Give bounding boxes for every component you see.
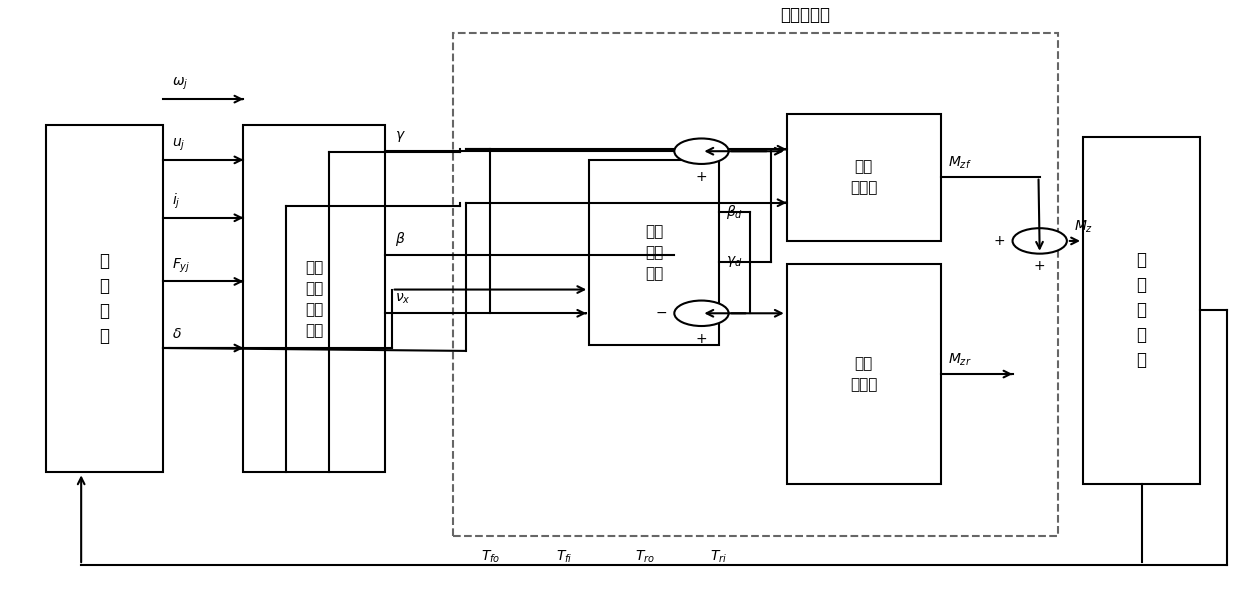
- Text: $\delta$: $\delta$: [172, 327, 182, 341]
- Bar: [454, 33, 1058, 536]
- Bar: [786, 264, 941, 484]
- Text: 车辆
参考
模型: 车辆 参考 模型: [645, 224, 663, 281]
- Text: $T_{fo}$: $T_{fo}$: [481, 548, 500, 564]
- Text: +: +: [696, 332, 707, 346]
- Text: 上层控制器: 上层控制器: [780, 6, 830, 24]
- Text: +: +: [993, 234, 1006, 248]
- Text: $T_{ri}$: $T_{ri}$: [711, 548, 728, 564]
- Circle shape: [1013, 228, 1066, 254]
- Text: $F_{yj}$: $F_{yj}$: [172, 256, 190, 274]
- Bar: [786, 113, 941, 241]
- Text: $M_{zf}$: $M_{zf}$: [949, 155, 972, 171]
- Text: $T_{ro}$: $T_{ro}$: [635, 548, 655, 564]
- Text: −: −: [655, 306, 667, 320]
- Text: $\nu_x$: $\nu_x$: [396, 292, 410, 306]
- Text: $u_j$: $u_j$: [172, 137, 186, 153]
- Text: $T_{fi}$: $T_{fi}$: [557, 548, 573, 564]
- Text: −: −: [655, 144, 667, 158]
- Bar: [589, 160, 719, 345]
- Text: $\beta$: $\beta$: [396, 230, 405, 248]
- Circle shape: [675, 138, 729, 164]
- Text: 车辆
状态
估计
系统: 车辆 状态 估计 系统: [305, 260, 324, 338]
- Text: $\gamma$: $\gamma$: [396, 129, 407, 144]
- Text: $M_{zr}$: $M_{zr}$: [949, 352, 972, 368]
- Circle shape: [675, 301, 729, 326]
- Text: 前馈
控制器: 前馈 控制器: [851, 159, 878, 195]
- Text: $\omega_j$: $\omega_j$: [172, 76, 188, 92]
- Text: $\beta_d$: $\beta_d$: [727, 203, 743, 221]
- Text: 下
层
控
制
器: 下 层 控 制 器: [1137, 251, 1147, 369]
- Bar: [1083, 137, 1200, 484]
- Bar: [46, 125, 164, 472]
- Text: 车
辆
模
型: 车 辆 模 型: [99, 252, 109, 345]
- Text: +: +: [696, 170, 707, 184]
- Text: $i_j$: $i_j$: [172, 191, 181, 211]
- Text: $\gamma_d$: $\gamma_d$: [727, 254, 743, 269]
- Text: $M_z$: $M_z$: [1074, 219, 1094, 235]
- Bar: [243, 125, 386, 472]
- Text: 反馈
控制器: 反馈 控制器: [851, 356, 878, 392]
- Text: +: +: [1034, 259, 1045, 274]
